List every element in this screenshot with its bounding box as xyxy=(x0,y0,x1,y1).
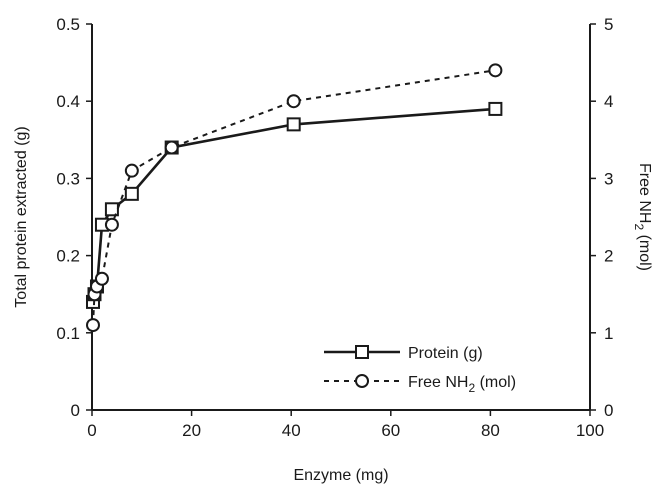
free-nh2-data-point xyxy=(85,318,100,333)
free-nh2-data-point xyxy=(488,63,503,78)
protein-data-point xyxy=(488,101,503,116)
y-left-tick-label: 0.4 xyxy=(56,92,80,111)
free-nh2-data-point xyxy=(104,217,119,232)
y-left-tick-label: 0.3 xyxy=(56,169,80,188)
x-tick-label: 40 xyxy=(282,421,301,440)
protein-data-point xyxy=(124,186,139,201)
y-right-axis-title: Free NH2 (mol) xyxy=(632,163,653,271)
x-axis-title: Enzyme (mg) xyxy=(293,467,388,484)
y-left-tick-label: 0.2 xyxy=(56,247,80,266)
legend-label-free-nh2: Free NH2 (mol) xyxy=(408,374,516,395)
x-tick-label: 20 xyxy=(182,421,201,440)
protein-data-point xyxy=(286,117,301,132)
y-left-axis-title: Total protein extracted (g) xyxy=(13,126,30,307)
y-right-tick-label: 1 xyxy=(604,324,613,343)
x-tick-label: 0 xyxy=(87,421,96,440)
x-tick-label: 60 xyxy=(381,421,400,440)
legend-marker-free-nh2 xyxy=(355,374,369,388)
y-right-tick-label: 3 xyxy=(604,169,613,188)
y-right-tick-label: 0 xyxy=(604,401,613,420)
series-line-protein xyxy=(91,107,496,303)
x-tick-label: 100 xyxy=(576,421,604,440)
x-tick-label: 80 xyxy=(481,421,500,440)
y-left-tick-label: 0.5 xyxy=(56,15,80,34)
legend-marker-protein xyxy=(355,345,369,359)
free-nh2-data-point xyxy=(124,163,139,178)
legend-label-protein: Protein (g) xyxy=(408,345,483,362)
y-left-tick-label: 0 xyxy=(71,401,80,420)
series-line-free-nh2 xyxy=(92,69,496,326)
free-nh2-data-point xyxy=(94,271,109,286)
free-nh2-data-point xyxy=(286,94,301,109)
y-left-tick-label: 0.1 xyxy=(56,324,80,343)
protein-data-point xyxy=(104,202,119,217)
free-nh2-data-point xyxy=(164,140,179,155)
y-right-tick-label: 5 xyxy=(604,15,613,34)
y-right-tick-label: 4 xyxy=(604,92,613,111)
y-right-tick-label: 2 xyxy=(604,247,613,266)
